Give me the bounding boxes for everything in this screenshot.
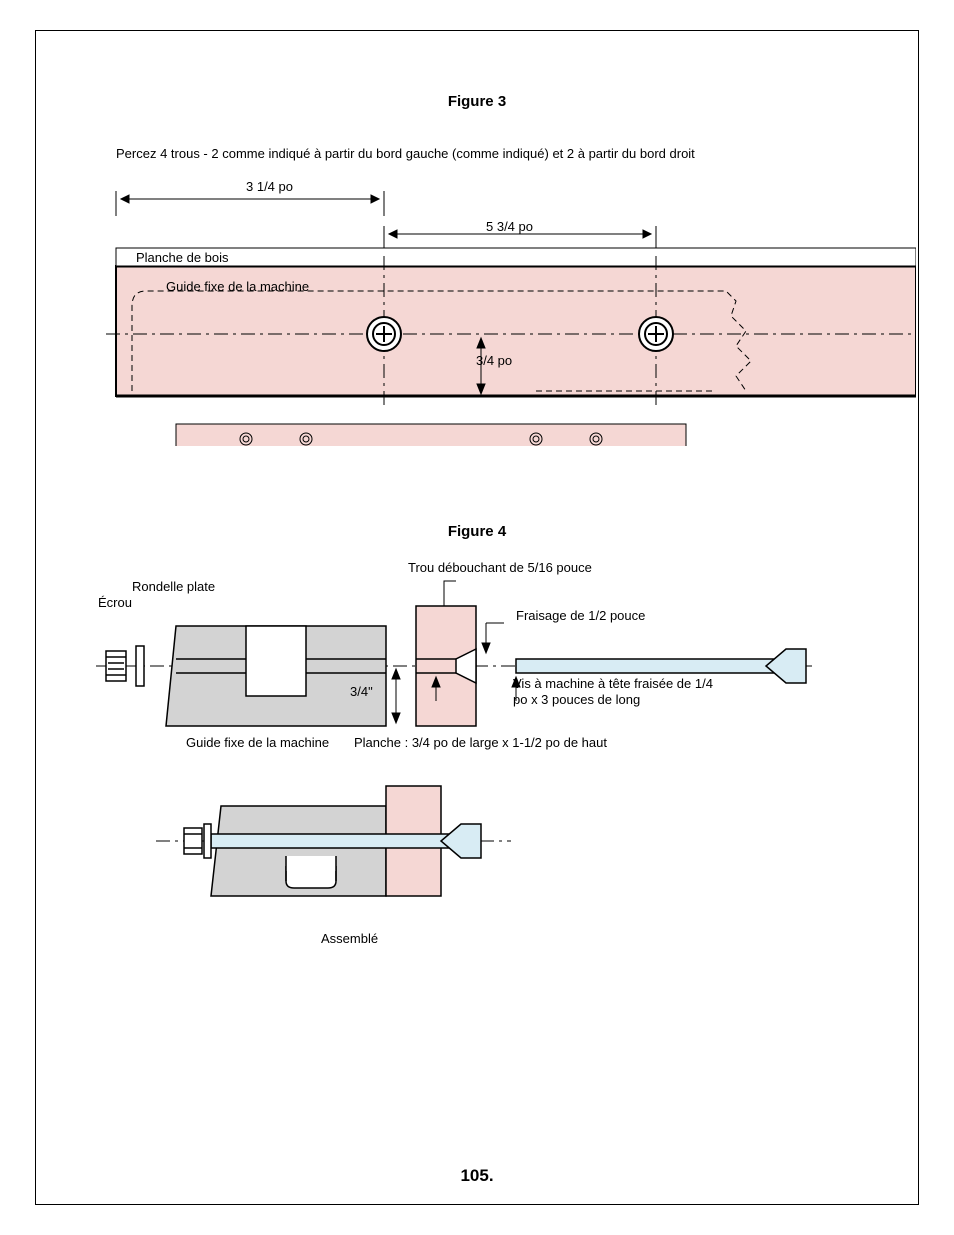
label-screw-2: po x 3 pouces de long bbox=[513, 692, 640, 707]
label-countersink: Fraisage de 1/2 pouce bbox=[516, 608, 645, 623]
figure-4-title: Figure 4 bbox=[36, 523, 918, 540]
label-washer: Rondelle plate bbox=[132, 579, 215, 594]
figure-4-assembled bbox=[156, 776, 516, 926]
page-frame: Figure 3 Percez 4 trous - 2 comme indiqu… bbox=[35, 30, 919, 1205]
label-screw-1: Vis à machine à tête fraisée de 1/4 bbox=[513, 676, 713, 691]
label-hole: Trou débouchant de 5/16 pouce bbox=[408, 560, 592, 575]
label-guide-2: Guide fixe de la machine bbox=[186, 735, 329, 750]
figure-3-instruction: Percez 4 trous - 2 comme indiqué à parti… bbox=[116, 146, 695, 161]
label-board-2: Planche : 3/4 po de large x 1-1/2 po de … bbox=[354, 735, 607, 750]
label-guide: Guide fixe de la machine bbox=[166, 279, 309, 294]
label-board: Planche de bois bbox=[136, 250, 229, 265]
figure-3-title: Figure 3 bbox=[36, 93, 918, 110]
dim-3-4-in: 3/4" bbox=[350, 684, 373, 699]
page: Figure 3 Percez 4 trous - 2 comme indiqu… bbox=[0, 0, 954, 1235]
dim-3-4-po: 3/4 po bbox=[476, 353, 512, 368]
page-number: 105. bbox=[36, 1166, 918, 1186]
label-nut: Écrou bbox=[98, 595, 132, 610]
dim-3-1-4: 3 1/4 po bbox=[246, 179, 293, 194]
figure-3-diagram bbox=[36, 166, 916, 446]
label-assembled: Assemblé bbox=[321, 931, 378, 946]
dim-5-3-4: 5 3/4 po bbox=[486, 219, 533, 234]
